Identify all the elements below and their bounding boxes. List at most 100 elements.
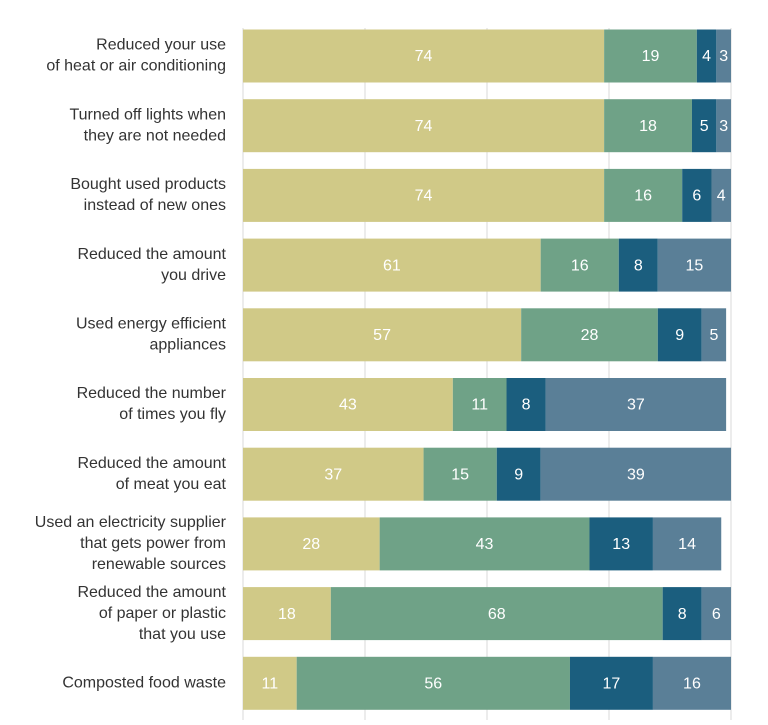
value-label: 16	[634, 188, 652, 205]
value-label: 18	[639, 118, 657, 135]
bar-segment	[589, 517, 653, 571]
bar-segment	[540, 238, 619, 292]
category-label: they are not needed	[84, 127, 226, 144]
bar-segment	[569, 656, 653, 710]
bar-segment	[243, 447, 424, 501]
value-label: 74	[415, 48, 433, 65]
category-label: of times you fly	[119, 406, 226, 423]
category-label: Composted food waste	[62, 675, 226, 692]
category-label: Used an electricity supplier	[35, 514, 227, 531]
bar-segment	[423, 447, 497, 501]
value-label: 13	[612, 536, 630, 553]
category-label: that gets power from	[80, 535, 226, 552]
bar-segment	[657, 308, 702, 362]
value-label: 9	[514, 466, 523, 483]
value-label: 8	[678, 606, 687, 623]
bar-segment	[682, 168, 712, 222]
value-label: 19	[642, 48, 660, 65]
value-label: 16	[571, 257, 589, 274]
value-label: 74	[415, 118, 433, 135]
category-label: Used energy efficient	[76, 316, 227, 333]
bar-segment	[506, 378, 546, 431]
value-label: 4	[702, 48, 711, 65]
value-label: 14	[678, 536, 696, 553]
category-label: Reduced the amount	[77, 455, 226, 472]
value-label: 5	[700, 118, 709, 135]
category-label: Reduced your use	[96, 37, 226, 54]
category-label: of meat you eat	[116, 476, 227, 493]
bar-segment	[243, 99, 605, 153]
category-label: Turned off lights when	[69, 106, 226, 123]
bar-segment	[243, 308, 522, 362]
value-label: 5	[709, 327, 718, 344]
bar-segment	[330, 587, 663, 641]
category-label: of paper or plastic	[99, 605, 226, 622]
value-label: 15	[451, 466, 469, 483]
bar-segment	[604, 29, 697, 83]
category-label: you drive	[161, 267, 226, 284]
bar-segment	[696, 29, 717, 83]
value-label: 61	[383, 257, 401, 274]
value-label: 6	[692, 188, 701, 205]
category-label: appliances	[150, 337, 227, 354]
bar-segment	[521, 308, 658, 362]
bar-segment	[701, 308, 727, 362]
value-label: 43	[476, 536, 494, 553]
bar-segment	[657, 238, 731, 292]
value-label: 68	[488, 606, 506, 623]
bar-segment	[243, 29, 605, 83]
bar-segment	[652, 656, 731, 710]
bar-segment	[452, 378, 507, 431]
bar-segment	[540, 447, 731, 501]
value-label: 56	[424, 676, 442, 693]
value-label: 74	[415, 188, 433, 205]
bar-segment	[243, 656, 297, 710]
value-label: 28	[581, 327, 599, 344]
value-label: 16	[683, 676, 701, 693]
value-label: 43	[339, 397, 357, 414]
bar-segment	[243, 378, 453, 431]
category-label: Bought used products	[70, 176, 226, 193]
value-label: 3	[719, 118, 728, 135]
bar-segment	[243, 168, 605, 222]
bar-segment	[701, 587, 731, 641]
value-label: 15	[686, 257, 704, 274]
bar-segment	[711, 168, 731, 222]
value-label: 37	[324, 466, 342, 483]
bar-segment	[243, 517, 380, 571]
value-label: 37	[627, 397, 645, 414]
bar-segment	[243, 587, 331, 641]
bar-segment	[604, 99, 692, 153]
bar-segment	[296, 656, 570, 710]
bar-segment	[716, 99, 731, 153]
bar-segment	[691, 99, 717, 153]
value-label: 11	[471, 397, 488, 414]
bar-segment	[662, 587, 702, 641]
value-label: 18	[278, 606, 296, 623]
value-label: 39	[627, 466, 645, 483]
category-label: of heat or air conditioning	[46, 58, 226, 75]
bar-segment	[496, 447, 541, 501]
bar-segment	[652, 517, 722, 571]
value-label: 28	[302, 536, 320, 553]
bar-segment	[604, 168, 683, 222]
bar-segment	[618, 238, 658, 292]
value-label: 17	[603, 676, 621, 693]
bar-segment	[243, 238, 541, 292]
value-label: 6	[712, 606, 721, 623]
category-label: Reduced the amount	[77, 584, 226, 601]
value-label: 3	[719, 48, 728, 65]
category-label: instead of new ones	[84, 197, 226, 214]
value-label: 8	[522, 397, 531, 414]
category-label: Reduced the number	[77, 385, 227, 402]
value-label: 11	[262, 676, 279, 693]
bar-segment	[716, 29, 731, 83]
category-label: that you use	[139, 626, 226, 643]
value-label: 4	[717, 188, 726, 205]
value-label: 9	[675, 327, 684, 344]
bar-segment	[379, 517, 590, 571]
bar-segment	[545, 378, 727, 431]
value-label: 57	[373, 327, 391, 344]
